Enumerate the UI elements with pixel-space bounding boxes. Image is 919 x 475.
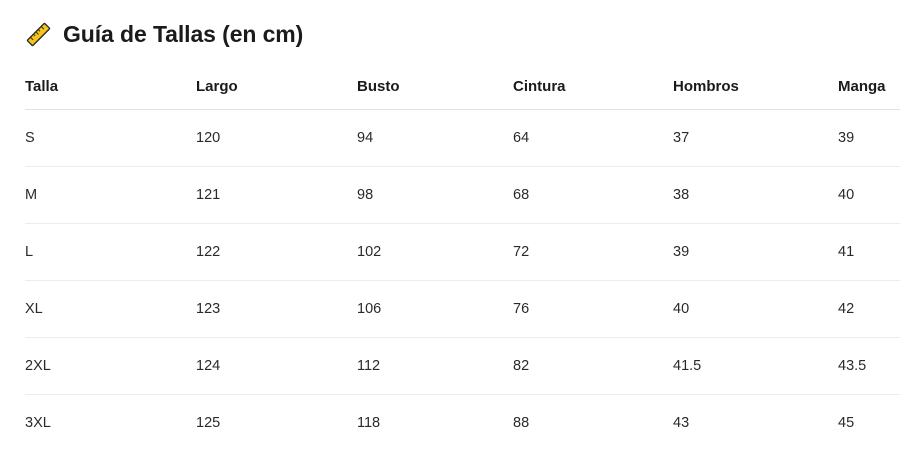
cell-manga: 42 bbox=[838, 280, 900, 338]
table-body: S 120 94 64 37 39 M 121 98 68 38 40 L bbox=[25, 109, 900, 452]
cell-largo: 123 bbox=[196, 280, 357, 338]
column-header-talla: Talla bbox=[25, 67, 196, 110]
cell-hombros: 40 bbox=[673, 280, 838, 338]
cell-cintura: 88 bbox=[513, 415, 530, 431]
cell-busto: 118 bbox=[357, 415, 381, 431]
column-header-manga: Manga bbox=[838, 67, 900, 110]
cell-cintura: 76 bbox=[513, 280, 673, 338]
cell-busto: 106 bbox=[357, 280, 513, 338]
column-header-largo: Largo bbox=[196, 67, 357, 110]
cell-talla: 2XL bbox=[25, 337, 196, 395]
cell-largo: 125 bbox=[196, 415, 221, 431]
table-row: L 122 102 72 39 41 bbox=[25, 223, 900, 281]
cell-largo: 122 bbox=[196, 223, 357, 281]
cell-hombros: 38 bbox=[673, 166, 838, 224]
table-header-row: Talla Largo Busto Cintura Hombros Manga bbox=[25, 67, 900, 110]
cell-talla: S bbox=[25, 109, 196, 167]
cell-talla: 3XL bbox=[25, 415, 51, 431]
table-header: Talla Largo Busto Cintura Hombros Manga bbox=[25, 67, 900, 110]
cell-manga: 45 bbox=[838, 415, 855, 431]
page-title: Guía de Tallas (en cm) bbox=[63, 20, 304, 47]
cell-talla: XL bbox=[25, 280, 196, 338]
column-header-busto: Busto bbox=[357, 67, 513, 110]
cell-hombros: 37 bbox=[673, 109, 838, 167]
table-row: 2XL 124 112 82 41.5 43.5 bbox=[25, 337, 900, 395]
cell-busto: 102 bbox=[357, 223, 513, 281]
cell-hombros: 43 bbox=[673, 415, 690, 431]
size-guide-table: Talla Largo Busto Cintura Hombros Manga … bbox=[25, 67, 900, 451]
cell-cintura: 68 bbox=[513, 166, 673, 224]
cell-largo: 124 bbox=[196, 337, 357, 395]
table-row: 3XL 125 118 88 43 45 bbox=[25, 395, 900, 452]
ruler-icon bbox=[25, 21, 52, 48]
cell-manga: 43.5 bbox=[838, 337, 900, 395]
page-title-row: Guía de Tallas (en cm) bbox=[0, 0, 919, 51]
table-row: M 121 98 68 38 40 bbox=[25, 166, 900, 224]
cell-hombros: 39 bbox=[673, 223, 838, 281]
cell-busto: 94 bbox=[357, 109, 513, 167]
column-header-hombros: Hombros bbox=[673, 67, 838, 110]
table-row: XL 123 106 76 40 42 bbox=[25, 280, 900, 338]
table-row: S 120 94 64 37 39 bbox=[25, 109, 900, 167]
cell-talla: M bbox=[25, 166, 196, 224]
column-header-cintura: Cintura bbox=[513, 67, 673, 110]
cell-manga: 40 bbox=[838, 166, 900, 224]
cell-hombros: 41.5 bbox=[673, 337, 838, 395]
cell-manga: 41 bbox=[838, 223, 900, 281]
cell-busto: 98 bbox=[357, 166, 513, 224]
cell-largo: 121 bbox=[196, 166, 357, 224]
cell-manga: 39 bbox=[838, 109, 900, 167]
cell-cintura: 64 bbox=[513, 109, 673, 167]
cell-cintura: 82 bbox=[513, 337, 673, 395]
cell-busto: 112 bbox=[357, 337, 513, 395]
cell-cintura: 72 bbox=[513, 223, 673, 281]
cell-largo: 120 bbox=[196, 109, 357, 167]
size-table-container: Talla Largo Busto Cintura Hombros Manga … bbox=[0, 67, 919, 451]
cell-talla: L bbox=[25, 223, 196, 281]
